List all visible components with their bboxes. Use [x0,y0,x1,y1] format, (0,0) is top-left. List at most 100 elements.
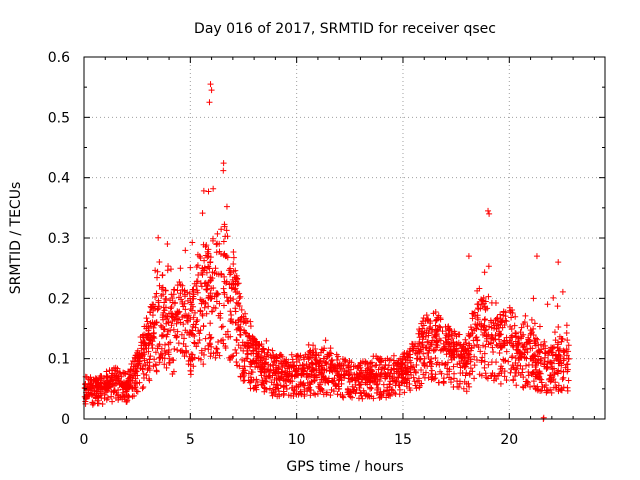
x-tick-label: 10 [288,432,306,448]
data-point [551,329,558,336]
data-point [429,373,436,380]
data-point [141,355,148,362]
data-point [103,373,110,380]
data-point [335,386,342,393]
data-point [485,293,492,300]
data-point [227,297,234,304]
data-point [113,379,120,386]
data-point [197,308,204,315]
data-point [116,369,123,376]
data-point [351,371,358,378]
data-point [455,384,462,391]
data-point [318,346,325,353]
data-point [280,377,287,384]
data-point [531,320,538,327]
data-point [167,266,174,273]
data-point [120,384,127,391]
data-point [433,361,440,368]
data-point [169,370,176,377]
data-point [481,316,488,323]
data-point [165,351,172,358]
data-point [525,372,532,379]
data-point [471,353,478,360]
data-point [384,366,391,373]
data-point [181,312,188,319]
data-point [278,360,285,367]
data-point [447,347,454,354]
data-point [187,316,194,323]
data-point [151,335,158,342]
data-point [201,304,208,311]
data-point [456,353,463,360]
data-point [346,379,353,386]
data-point [214,230,221,237]
data-point [217,250,224,257]
data-point [236,325,243,332]
data-point [503,348,510,355]
y-tick-label: 0.4 [48,171,70,187]
data-point [457,378,464,385]
data-point [552,337,559,344]
data-point [207,258,214,265]
data-point [247,358,254,365]
data-point [565,355,572,362]
data-point [506,337,513,344]
data-point [532,371,539,378]
data-point [180,321,187,328]
data-point [165,341,172,348]
data-point [362,360,369,367]
data-point [185,357,192,364]
data-point [341,375,348,382]
data-point [247,318,254,325]
data-point [202,243,209,250]
data-point [334,356,341,363]
x-tick-label: 5 [186,432,195,448]
data-point [181,293,188,300]
data-point [232,346,239,353]
data-point [140,370,147,377]
data-point [191,339,198,346]
data-point [85,389,92,396]
data-point [191,332,198,339]
data-point [166,359,173,366]
data-point [534,383,541,390]
data-point [247,323,254,330]
data-point [530,378,537,385]
data-point [365,392,372,399]
data-point [174,315,180,322]
data-point [466,371,473,378]
data-point [372,372,379,379]
data-point [95,393,102,400]
data-point [547,344,554,351]
data-point [563,329,570,336]
data-point [295,383,302,390]
data-point [359,395,366,402]
data-point [320,355,327,362]
data-point [245,370,252,377]
data-point [312,346,319,353]
data-point [200,361,207,368]
data-point [360,369,367,376]
data-point [222,344,229,351]
data-point [509,334,516,341]
data-point [207,353,214,360]
data-point [161,299,168,306]
data-point [261,368,268,375]
data-point [460,385,467,392]
data-point [213,241,220,248]
data-point [327,392,334,399]
data-point [307,349,314,356]
data-point [382,361,389,368]
data-point [145,348,152,355]
data-point [522,378,529,385]
data-point [514,362,521,369]
data-point [315,383,322,390]
data-point [551,369,558,376]
data-point [207,350,214,357]
data-point [550,294,557,301]
data-point [224,328,231,335]
data-point [547,372,554,379]
data-point [143,323,150,330]
data-point [345,362,352,369]
data-point [125,379,132,386]
